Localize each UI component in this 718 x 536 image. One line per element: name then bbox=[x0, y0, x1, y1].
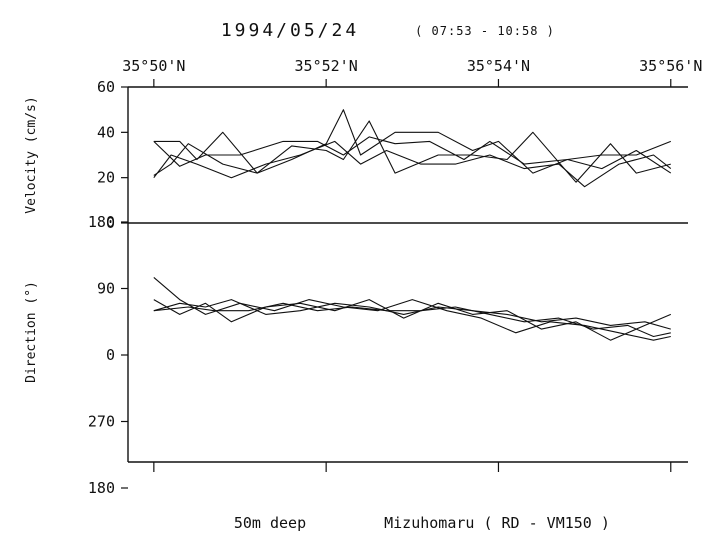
x-tick-label: 35°54'N bbox=[467, 57, 530, 75]
velocity-series-line bbox=[153, 140, 672, 188]
velocity-y-axis: 0 20 40 60 bbox=[97, 78, 128, 232]
bottom-axis bbox=[153, 462, 672, 472]
x-tick-label: 35°50'N bbox=[122, 57, 185, 75]
direction-tick-label: 180 bbox=[88, 213, 115, 231]
velocity-series-group bbox=[153, 109, 672, 188]
direction-tick-label: 270 bbox=[88, 413, 115, 431]
direction-series-line bbox=[153, 299, 671, 330]
velocity-series-line bbox=[153, 120, 671, 183]
chart-title: 1994/05/24 bbox=[221, 20, 359, 41]
direction-axis-label: Direction (°) bbox=[24, 281, 39, 383]
x-tick-label: 35°56'N bbox=[639, 57, 702, 75]
velocity-series-line bbox=[153, 136, 672, 167]
velocity-axis-label: Velocity (cm/s) bbox=[24, 96, 39, 213]
plot-frame bbox=[127, 86, 688, 463]
direction-tick-label: 180 bbox=[88, 479, 115, 497]
depth-label: 50m deep bbox=[234, 514, 306, 532]
latitude-axis: 35°50'N 35°52'N 35°54'N 35°56'N bbox=[122, 57, 702, 87]
time-range: ( 07:53 - 10:58 ) bbox=[415, 24, 555, 38]
direction-tick-label: 90 bbox=[97, 280, 115, 298]
direction-tick-label: 0 bbox=[106, 346, 115, 364]
direction-y-axis: 180 90 0 270 180 bbox=[88, 213, 128, 497]
direction-series-line bbox=[153, 302, 671, 338]
velocity-tick-label: 40 bbox=[97, 123, 115, 141]
vessel-label: Mizuhomaru ( RD - VM150 ) bbox=[384, 514, 610, 532]
direction-series-line bbox=[153, 299, 672, 341]
velocity-tick-label: 60 bbox=[97, 78, 115, 96]
velocity-tick-label: 20 bbox=[97, 169, 115, 187]
velocity-series-line bbox=[153, 109, 672, 174]
velocity-tick-label: 0 bbox=[106, 214, 115, 232]
direction-series-line bbox=[153, 276, 671, 341]
direction-series-group bbox=[153, 276, 672, 341]
x-tick-label: 35°52'N bbox=[295, 57, 358, 75]
